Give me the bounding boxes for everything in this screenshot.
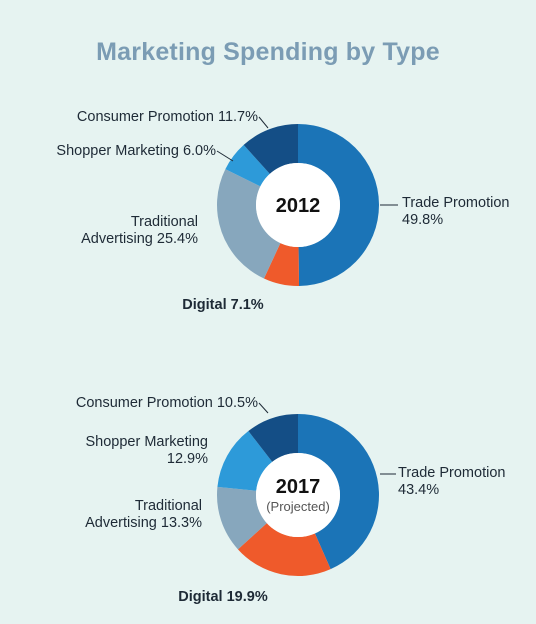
slice-consumer-promotion xyxy=(243,124,298,174)
label-traditional-advertising: Traditional Advertising 25.4% xyxy=(81,214,198,247)
label-digital: Digital 7.1% xyxy=(182,297,263,313)
label-line: Digital 19.9% xyxy=(178,589,268,605)
label-consumer-promotion: Consumer Promotion 10.5% xyxy=(76,395,258,411)
donut-chart-2012: 2012 Trade Promotion 49.8% Digital 7.1% Trad… xyxy=(56,109,509,313)
label-line: Advertising 25.4% xyxy=(81,231,198,247)
label-traditional-advertising: Traditional Advertising 13.3% xyxy=(85,498,202,531)
center-sub-label: (Projected) xyxy=(266,499,330,514)
label-trade-promotion: Trade Promotion 49.8% xyxy=(402,195,509,228)
leader-line-shopper-marketing xyxy=(216,150,234,162)
leader-line-consumer-promotion xyxy=(258,116,269,129)
slice-consumer-promotion xyxy=(248,414,298,462)
leader-line-consumer-promotion xyxy=(258,402,269,414)
label-line: Trade Promotion xyxy=(398,465,505,481)
label-line: Trade Promotion xyxy=(402,195,509,211)
label-line: Shopper Marketing 6.0% xyxy=(56,143,216,159)
label-digital: Digital 19.9% xyxy=(178,589,268,605)
donut-chart-2017: 2017(Projected) Trade Promotion 43.4% Digit… xyxy=(76,395,506,605)
donut-hole xyxy=(256,163,340,247)
slice-traditional-advertising xyxy=(216,169,281,279)
slice-traditional-advertising xyxy=(217,486,267,550)
label-line: Advertising 13.3% xyxy=(85,515,202,531)
label-line: 49.8% xyxy=(402,212,443,228)
donut-hole xyxy=(256,453,340,537)
slice-digital xyxy=(237,523,331,576)
label-line: Traditional xyxy=(135,498,202,514)
label-line: Digital 7.1% xyxy=(182,297,263,313)
slice-shopper-marketing xyxy=(217,430,273,491)
label-line: Shopper Marketing xyxy=(85,434,208,450)
slice-shopper-marketing xyxy=(225,144,270,187)
label-line: Consumer Promotion 11.7% xyxy=(77,109,258,125)
label-line: Traditional xyxy=(131,214,198,230)
chart-title: Marketing Spending by Type xyxy=(96,38,440,66)
center-year-label: 2017 xyxy=(276,476,321,498)
label-consumer-promotion: Consumer Promotion 11.7% xyxy=(77,109,258,125)
slice-trade-promotion xyxy=(298,414,379,570)
label-trade-promotion: Trade Promotion 43.4% xyxy=(398,465,505,498)
label-line: Consumer Promotion 10.5% xyxy=(76,395,258,411)
slice-digital xyxy=(263,243,300,286)
label-line: 12.9% xyxy=(167,451,208,467)
slice-trade-promotion xyxy=(298,124,379,286)
label-shopper-marketing: Shopper Marketing 12.9% xyxy=(85,434,208,467)
label-line: 43.4% xyxy=(398,482,439,498)
center-year-label: 2012 xyxy=(276,195,321,217)
label-shopper-marketing: Shopper Marketing 6.0% xyxy=(56,143,216,159)
